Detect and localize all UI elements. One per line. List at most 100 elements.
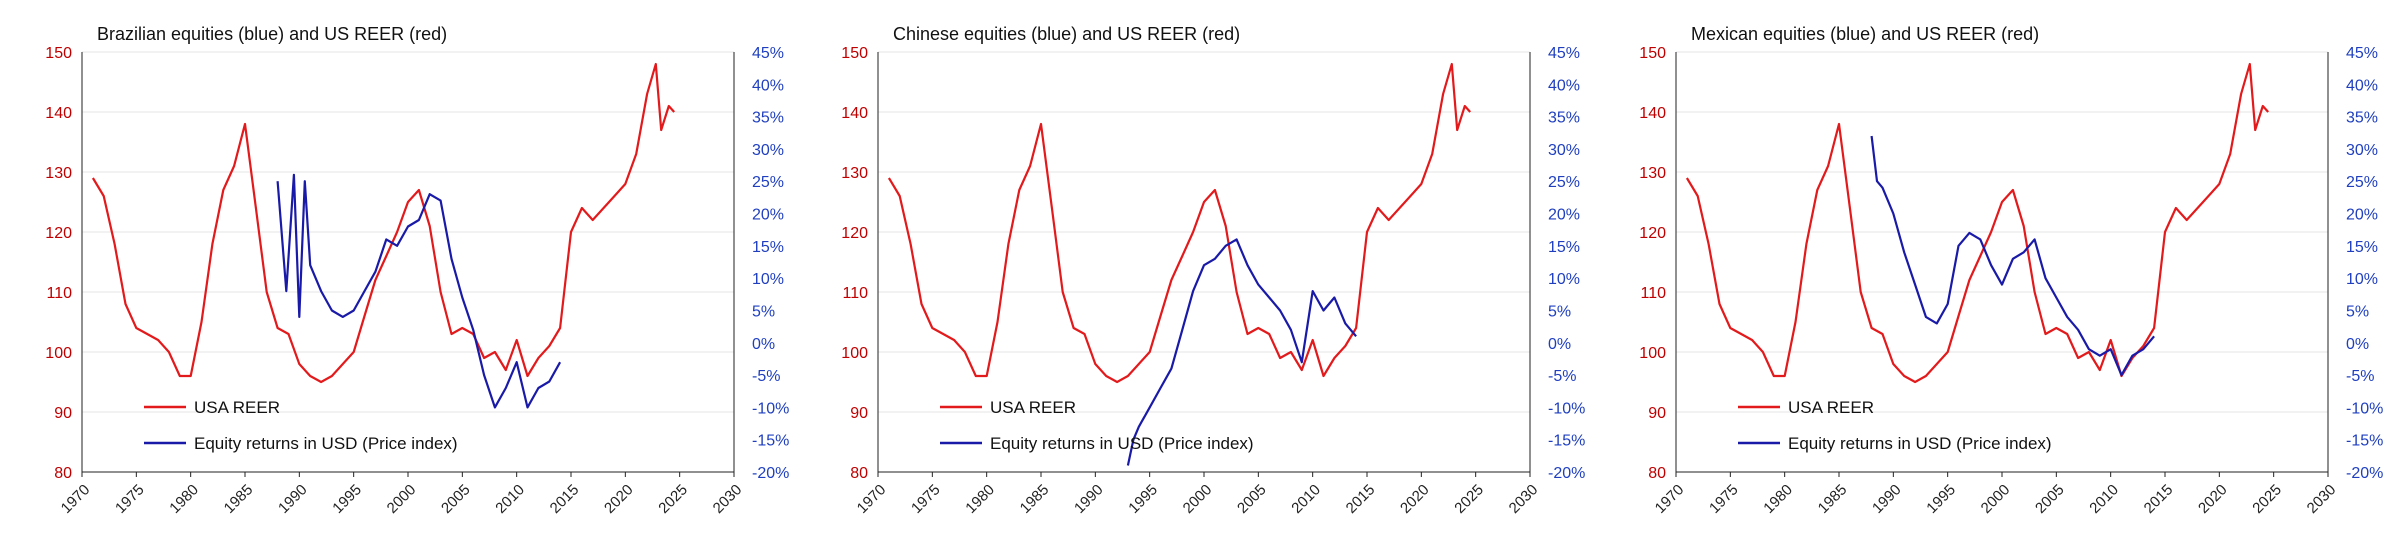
y-right-tick-label: 0% — [752, 336, 775, 353]
y-right-tick-label: 15% — [1548, 239, 1580, 256]
y-right-tick-label: -5% — [2346, 368, 2374, 385]
x-tick-label: 2005 — [2032, 481, 2068, 517]
series-line-equity — [1870, 135, 2155, 377]
x-tick-label: 2015 — [2141, 481, 2177, 517]
x-tick-label: 2020 — [1397, 481, 1433, 517]
y-left-tick-label: 110 — [842, 285, 868, 302]
x-tick-label: 2005 — [438, 481, 474, 517]
y-right-tick-label: -5% — [1548, 368, 1576, 385]
y-left-tick-label: 90 — [1648, 405, 1666, 422]
x-tick-label: 1985 — [1017, 481, 1053, 517]
y-right-tick-label: 35% — [1548, 110, 1580, 127]
x-tick-label: 1980 — [1760, 481, 1796, 517]
x-tick-label: 1995 — [1923, 481, 1959, 517]
y-left-tick-label: 130 — [45, 165, 72, 182]
y-right-tick-label: 35% — [2346, 110, 2378, 127]
y-left-tick-label: 150 — [841, 45, 868, 62]
y-left-tick-label: 150 — [1639, 45, 1666, 62]
legend-label: Equity returns in USD (Price index) — [1788, 434, 2052, 453]
y-right-tick-label: 30% — [1548, 142, 1580, 159]
y-right-tick-label: -20% — [2346, 465, 2383, 482]
y-left-tick-label: 140 — [45, 105, 72, 122]
y-right-tick-label: -15% — [1548, 433, 1585, 450]
x-tick-label: 1975 — [112, 481, 148, 517]
chart-brazil: Brazilian equities (blue) and US REER (r… — [45, 24, 789, 517]
y-right-tick-label: 30% — [2346, 142, 2378, 159]
x-tick-label: 2020 — [2195, 481, 2231, 517]
y-left-tick-label: 120 — [841, 225, 868, 242]
y-right-tick-label: 0% — [2346, 336, 2369, 353]
x-tick-label: 1975 — [1706, 481, 1742, 517]
y-right-tick-label: 35% — [752, 110, 784, 127]
x-tick-label: 2000 — [1180, 481, 1216, 517]
y-right-tick-label: 5% — [1548, 303, 1571, 320]
y-left-tick-label: 150 — [45, 45, 72, 62]
y-left-tick-label: 140 — [1639, 105, 1666, 122]
y-right-tick-label: 20% — [2346, 207, 2378, 224]
chart-china: Chinese equities (blue) and US REER (red… — [841, 24, 1585, 517]
x-tick-label: 2015 — [547, 481, 583, 517]
x-tick-label: 2015 — [1343, 481, 1379, 517]
y-left-tick-label: 100 — [841, 345, 868, 362]
series-line-reer — [887, 62, 1472, 384]
x-tick-label: 1990 — [1869, 481, 1905, 517]
y-left-tick-label: 130 — [1639, 165, 1666, 182]
y-right-tick-label: -20% — [1548, 465, 1585, 482]
x-tick-label: 2030 — [2304, 481, 2340, 517]
y-right-tick-label: -10% — [2346, 400, 2383, 417]
series-line-reer — [1685, 62, 2270, 384]
series-line-equity — [276, 173, 562, 409]
y-right-tick-label: 10% — [1548, 271, 1580, 288]
chart-mexico: Mexican equities (blue) and US REER (red… — [1639, 24, 2383, 517]
y-right-tick-label: 20% — [752, 207, 784, 224]
y-right-tick-label: 15% — [2346, 239, 2378, 256]
y-right-tick-label: -10% — [752, 400, 789, 417]
y-right-tick-label: 40% — [2346, 77, 2378, 94]
chart-title: Brazilian equities (blue) and US REER (r… — [97, 24, 447, 44]
x-tick-label: 1975 — [908, 481, 944, 517]
x-tick-label: 1980 — [962, 481, 998, 517]
y-right-tick-label: 30% — [752, 142, 784, 159]
x-tick-label: 1995 — [329, 481, 365, 517]
y-right-tick-label: 10% — [752, 271, 784, 288]
x-tick-label: 1990 — [275, 481, 311, 517]
x-tick-label: 2025 — [1451, 481, 1487, 517]
y-right-tick-label: 45% — [2346, 45, 2378, 62]
y-left-tick-label: 80 — [1648, 465, 1666, 482]
x-tick-label: 2020 — [601, 481, 637, 517]
x-tick-label: 2025 — [2249, 481, 2285, 517]
y-left-tick-label: 120 — [45, 225, 72, 242]
y-right-tick-label: 25% — [1548, 174, 1580, 191]
y-right-tick-label: -10% — [1548, 400, 1585, 417]
legend-label: USA REER — [194, 398, 280, 417]
legend-label: USA REER — [1788, 398, 1874, 417]
y-left-tick-label: 130 — [841, 165, 868, 182]
legend-label: Equity returns in USD (Price index) — [990, 434, 1254, 453]
y-right-tick-label: -15% — [2346, 433, 2383, 450]
y-right-tick-label: 40% — [1548, 77, 1580, 94]
y-left-tick-label: 90 — [850, 405, 868, 422]
x-tick-label: 2000 — [384, 481, 420, 517]
x-tick-label: 1990 — [1071, 481, 1107, 517]
x-tick-label: 1970 — [854, 481, 890, 517]
y-right-tick-label: 5% — [752, 303, 775, 320]
x-tick-label: 1970 — [58, 481, 94, 517]
x-tick-label: 2010 — [2086, 481, 2122, 517]
y-right-tick-label: 20% — [1548, 207, 1580, 224]
y-left-tick-label: 110 — [1640, 285, 1666, 302]
y-left-tick-label: 100 — [45, 345, 72, 362]
chart-title: Chinese equities (blue) and US REER (red… — [893, 24, 1240, 44]
x-tick-label: 1980 — [166, 481, 202, 517]
y-right-tick-label: 40% — [752, 77, 784, 94]
y-left-tick-label: 120 — [1639, 225, 1666, 242]
y-left-tick-label: 90 — [54, 405, 72, 422]
x-tick-label: 1985 — [221, 481, 257, 517]
series-line-equity — [1126, 238, 1357, 466]
y-right-tick-label: -15% — [752, 433, 789, 450]
y-right-tick-label: -5% — [752, 368, 780, 385]
legend-label: Equity returns in USD (Price index) — [194, 434, 458, 453]
y-right-tick-label: 45% — [1548, 45, 1580, 62]
y-right-tick-label: 25% — [752, 174, 784, 191]
chart-title: Mexican equities (blue) and US REER (red… — [1691, 24, 2039, 44]
